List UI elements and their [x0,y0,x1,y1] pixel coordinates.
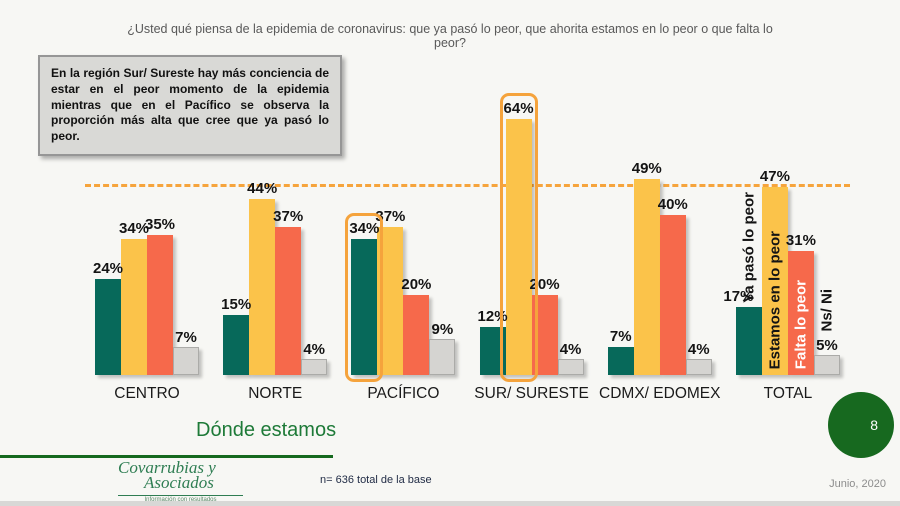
bar-total-estamos-en-lo-peor: 47% Estamos en lo peor [760,168,790,375]
value-label: 34% [349,220,380,237]
category-label-centro: CENTRO [114,385,180,402]
category-label-cdmx-edomex: CDMX/ EDOMEX [599,385,721,402]
bar-centro-ns-ni: 7% [173,329,199,375]
value-label: 31% [785,232,816,249]
value-label: 64% [503,100,534,117]
value-label: 5% [816,337,838,354]
bar-cdmx-edomex-falta-lo-peor: 40% [658,196,688,375]
value-label: 15% [221,296,252,313]
bar-group-total: 17% Ya pasó lo peor 47% Estamos en lo peor 3… [723,95,840,402]
bar-total-falta-lo-peor: 31% Falta lo peor [786,232,816,375]
logo-line1: Covarrubias y [118,458,216,477]
bar-pac-fico-estamos-en-lo-peor: 37% [375,208,405,375]
series-label-ya-pas-lo-peor: Ya pasó lo peor [740,192,758,303]
value-label: 49% [631,160,662,177]
value-label: 17% [723,288,754,305]
footer-divider [0,455,333,458]
value-label: 7% [175,329,197,346]
sample-base-note: n= 636 total de la base [320,474,432,486]
value-label: 24% [92,260,124,277]
bar-total-ns-ni: 5% Ns/ Ni [813,289,840,375]
bar-pac-fico-falta-lo-peor: 20% [401,276,431,375]
insight-box: En la región Sur/ Sureste hay más concie… [38,55,342,157]
company-logo: Covarrubias y Asociados Información con … [118,459,243,503]
bar-cdmx-edomex-estamos-en-lo-peor: 49% [632,160,662,375]
series-label-falta-lo-peor: Falta lo peor [792,279,810,369]
bar-sur-sureste-ns-ni: 4% [557,341,584,375]
bar-sur-sureste-estamos-en-lo-peor: 64% [499,93,538,382]
bar-norte-estamos-en-lo-peor: 44% [247,180,277,375]
bar-total-ya-pas-lo-peor: 17% Ya pasó lo peor [723,192,762,375]
category-label-norte: NORTE [248,385,303,402]
logo-tagline: Información con resultados [144,497,217,503]
value-label: 20% [401,276,432,293]
bar-cdmx-edomex-ns-ni: 4% [685,341,712,375]
value-label: 35% [144,216,176,233]
value-label: 37% [375,208,406,225]
bar-cdmx-edomex-ya-pas-lo-peor: 7% [607,328,634,375]
bar-chart: 24% 34% 35% 7% CENTRO 15% 44% 37% 4% NORTE 34% 37% 2… [93,93,840,402]
value-label: 4% [303,341,326,358]
page-number: 8 [870,417,878,433]
bar-sur-sureste-falta-lo-peor: 20% [530,276,560,375]
value-label: 12% [477,308,508,325]
bar-group-pac-fico: 34% 37% 20% 9% PACÍFICO [345,95,456,402]
page-number-badge: 8 [828,392,894,458]
value-label: 9% [431,321,454,338]
bottom-strip [0,501,900,506]
bar-group-norte: 15% 44% 37% 4% NORTE [221,95,328,402]
slide-date: Junio, 2020 [829,478,886,490]
bar-group-cdmx-edomex: 7% 49% 40% 4% CDMX/ EDOMEX [599,95,720,402]
bar-pac-fico-ns-ni: 9% [429,321,456,375]
category-label-pac-fico: PACÍFICO [367,385,440,402]
category-label-total: TOTAL [763,385,813,402]
category-label-sur-sureste: SUR/ SURESTE [474,385,589,402]
logo-line2: Asociados [144,473,214,492]
value-label: 7% [609,328,632,345]
value-label: 37% [273,208,304,225]
value-label: 34% [118,220,150,237]
value-label: 40% [657,196,688,213]
bar-norte-falta-lo-peor: 37% [273,208,303,375]
series-label-ns-ni: Ns/ Ni [818,289,836,332]
value-label: 4% [559,341,582,358]
value-label: 47% [759,168,790,185]
reference-dashed-line [85,184,850,187]
value-label: 20% [529,276,560,293]
series-label-estamos-en-lo-peor: Estamos en lo peor [766,230,784,369]
bar-centro-ya-pas-lo-peor: 24% [93,260,123,375]
bar-norte-ns-ni: 4% [301,341,328,375]
value-label: 4% [687,341,710,358]
slide-title: ¿Usted qué piensa de la epidemia de coro… [127,22,773,50]
bar-group-centro: 24% 34% 35% 7% CENTRO [93,95,199,402]
bar-norte-ya-pas-lo-peor: 15% [221,296,251,375]
bar-centro-falta-lo-peor: 35% [145,216,175,375]
section-title: Dónde estamos [196,419,337,441]
bar-group-sur-sureste: 12% 64% 20% 4% SUR/ SURESTE [474,93,589,402]
bar-centro-estamos-en-lo-peor: 34% [119,220,149,375]
bar-pac-fico-ya-pas-lo-peor: 34% [345,213,384,382]
value-label: 44% [247,180,278,197]
bar-sur-sureste-ya-pas-lo-peor: 12% [478,308,508,375]
logo-rule [118,495,243,496]
